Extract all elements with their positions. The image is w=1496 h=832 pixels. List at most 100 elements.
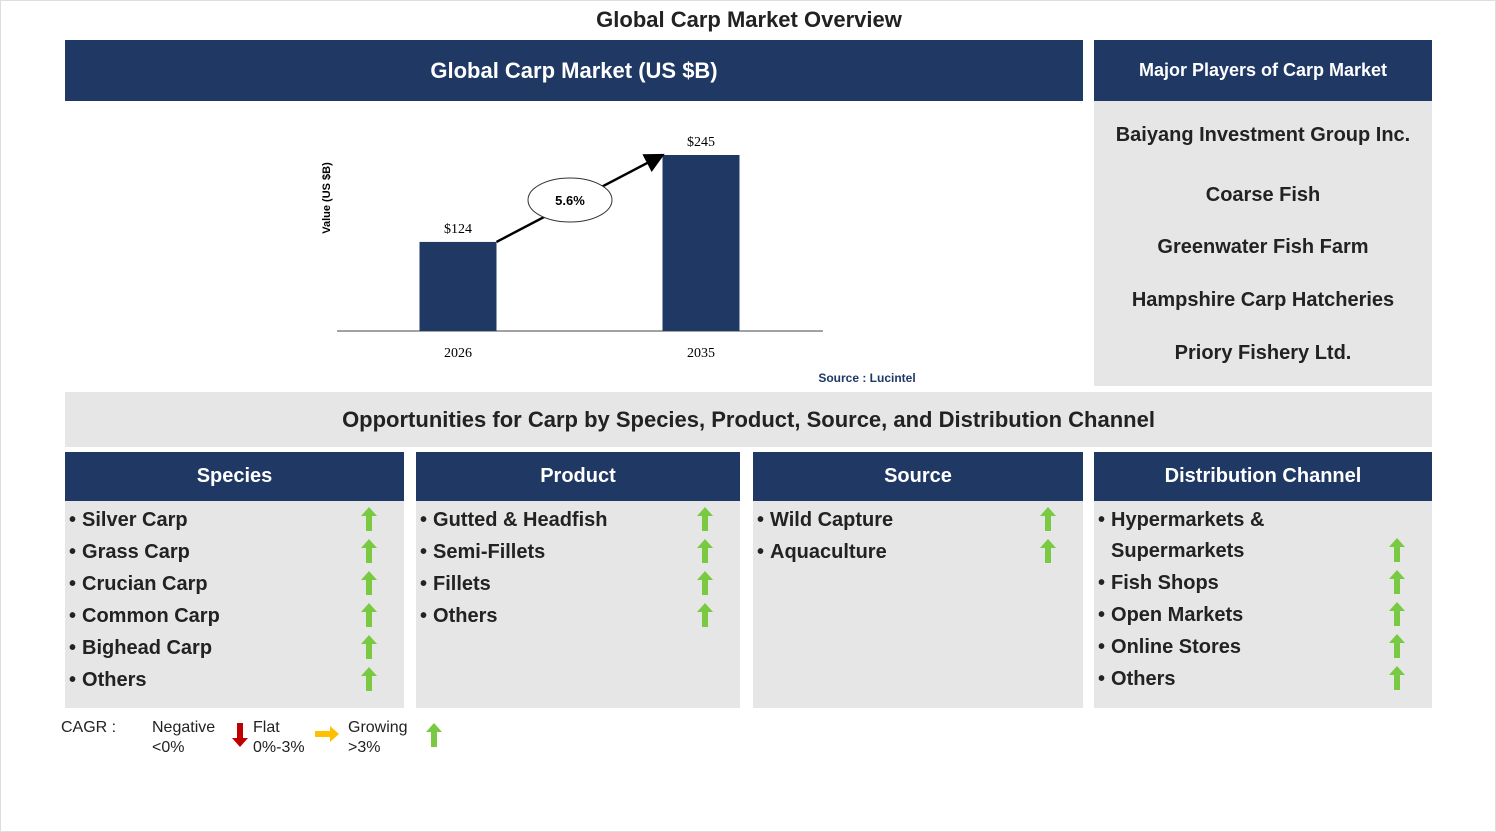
column-header: Species xyxy=(65,452,404,501)
bullet: • xyxy=(757,509,765,531)
item-text: Others xyxy=(1111,668,1176,690)
legend-range: <0% xyxy=(152,739,185,756)
item-row: • Others xyxy=(420,601,716,632)
trend-arrow xyxy=(426,723,442,747)
column-header: Product xyxy=(416,452,740,501)
item: • Others xyxy=(420,601,497,632)
bullet: • xyxy=(1098,636,1106,658)
bullet: • xyxy=(69,605,77,627)
page-title: Global Carp Market Overview xyxy=(596,7,902,32)
item: • Common Carp xyxy=(69,601,220,632)
trend-arrow xyxy=(361,507,377,531)
item-text: Grass Carp xyxy=(82,541,190,563)
arrow-shape xyxy=(697,539,713,563)
item-row: • Silver Carp xyxy=(69,505,380,536)
trend-arrow xyxy=(697,539,713,563)
arrow-shape xyxy=(315,726,339,742)
item-text: Others xyxy=(82,669,147,691)
bullet: • xyxy=(420,605,428,627)
bar xyxy=(419,241,497,331)
y-axis-label: Value (US $B) xyxy=(321,162,333,234)
trend-arrow xyxy=(1389,538,1405,562)
arrow-shape xyxy=(1040,507,1056,531)
item: • Wild Capture xyxy=(757,505,893,536)
trend-arrow xyxy=(697,507,713,531)
item-text: Fish Shops xyxy=(1111,572,1219,594)
column-body: • Silver Carp • Grass Carp • Crucian Carp • Com… xyxy=(65,501,404,708)
trend-arrow xyxy=(361,571,377,595)
item: • Open Markets xyxy=(1098,600,1243,631)
column-body: • Gutted & Headfish • Semi-Fillets • Fillets •… xyxy=(416,501,740,708)
item-row: • Common Carp xyxy=(69,601,380,632)
arrow-shape xyxy=(1389,538,1405,562)
arrow-shape xyxy=(361,667,377,691)
item-row: • Grass Carp xyxy=(69,537,380,568)
bullet: • xyxy=(1098,604,1106,626)
bullet: • xyxy=(1098,668,1106,690)
item: • Fillets xyxy=(420,569,491,600)
arrow-shape xyxy=(1389,602,1405,626)
item: • Crucian Carp xyxy=(69,569,208,600)
item-row: • Fish Shops xyxy=(1098,568,1408,599)
item-text: Bighead Carp xyxy=(82,637,213,659)
item-row: • Gutted & Headfish xyxy=(420,505,716,536)
arrow-shape xyxy=(361,635,377,659)
item-row: • Others xyxy=(1098,664,1408,695)
x-tick-label: 2035 xyxy=(687,346,715,361)
item-text: Semi-Fillets xyxy=(433,541,546,563)
item-row: • Others xyxy=(69,665,380,696)
chart-title: Global Carp Market (US $B) xyxy=(65,40,1083,101)
arrow-shape xyxy=(361,571,377,595)
player-name: Greenwater Fish Farm xyxy=(1157,236,1369,258)
legend-label: CAGR : xyxy=(61,719,117,736)
arrow-shape xyxy=(361,539,377,563)
item: • Silver Carp xyxy=(69,505,188,536)
item: • Hypermarkets & Supermarkets xyxy=(1098,505,1348,567)
arrow-shape xyxy=(232,723,248,747)
item: • Gutted & Headfish xyxy=(420,505,607,536)
item-text: Gutted & Headfish xyxy=(433,509,608,531)
item-row: • Semi-Fillets xyxy=(420,537,716,568)
cagr-bubble xyxy=(527,177,613,223)
item-row: • Hypermarkets & Supermarkets xyxy=(1098,505,1408,567)
trend-arrow xyxy=(697,603,713,627)
player-name: Hampshire Carp Hatcheries xyxy=(1131,289,1395,311)
value-label: $124 xyxy=(444,222,472,237)
bullet: • xyxy=(1098,572,1106,594)
item-text: Crucian Carp xyxy=(82,573,208,595)
item-row: • Fillets xyxy=(420,569,716,600)
item-row: • Open Markets xyxy=(1098,600,1408,631)
legend-range: >3% xyxy=(348,739,381,756)
trend-arrow xyxy=(315,726,339,742)
bullet: • xyxy=(757,541,765,563)
arrow-shape xyxy=(697,571,713,595)
item-row: • Crucian Carp xyxy=(69,569,380,600)
bullet: • xyxy=(420,541,428,563)
item: • Semi-Fillets xyxy=(420,537,545,568)
item-text: Fillets xyxy=(433,573,491,595)
player-name: Priory Fishery Ltd. xyxy=(1174,342,1352,364)
player-name: Coarse Fish xyxy=(1205,184,1321,206)
trend-arrow xyxy=(361,667,377,691)
item: • Others xyxy=(1098,664,1175,695)
players-title: Major Players of Carp Market xyxy=(1094,40,1432,101)
arrow-shape xyxy=(426,723,442,747)
item-row: • Aquaculture xyxy=(757,537,1059,568)
source: Source : Lucintel xyxy=(818,371,915,385)
bullet: • xyxy=(69,637,77,659)
bullet: • xyxy=(69,509,77,531)
arrow-shape xyxy=(697,603,713,627)
trend-arrow xyxy=(232,723,248,747)
item-row: • Wild Capture xyxy=(757,505,1059,536)
bar xyxy=(662,155,740,331)
trend-arrow xyxy=(1389,570,1405,594)
legend-range: 0%-3% xyxy=(253,739,305,756)
item: • Fish Shops xyxy=(1098,568,1219,599)
item-text: Open Markets xyxy=(1111,604,1244,626)
trend-arrow xyxy=(697,571,713,595)
chart: Value (US $B) $124 2026 $245 2035 5.6% Source … xyxy=(321,135,916,385)
item: • Aquaculture xyxy=(757,537,887,568)
bullet: • xyxy=(420,509,428,531)
trend-arrow xyxy=(361,635,377,659)
